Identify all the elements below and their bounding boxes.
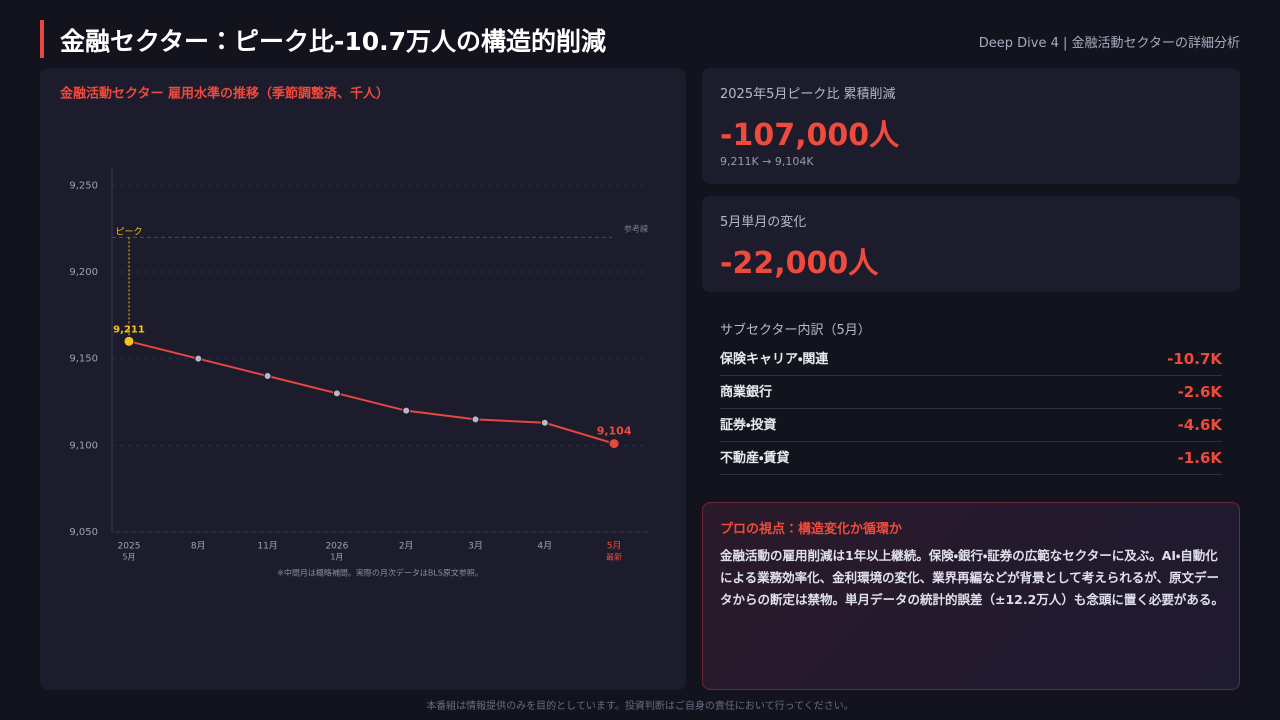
row-label: 証券・投資 xyxy=(720,418,777,433)
insight-title: プロの視点：構造変化か循環か xyxy=(720,522,903,537)
breakdown-row: 証券・投資 -4.6K xyxy=(720,409,1222,442)
row-value: -4.6K xyxy=(1177,416,1222,434)
card-label: 2025年5月ピーク比 累積削減 xyxy=(720,87,896,102)
card xyxy=(702,68,1240,184)
x-tick-label: 4月 xyxy=(537,541,552,552)
footer: 本番組は情報提供のみを目的としています。投資判断はご自身の責任において行ってくだ… xyxy=(426,701,854,712)
insight-box xyxy=(702,502,1240,690)
x-tick-label: 3月 xyxy=(468,541,483,552)
card-label: 5月単月の変化 xyxy=(720,215,807,230)
reference-label: 参考線 xyxy=(624,223,648,233)
data-point xyxy=(402,406,411,415)
row-value: -1.6K xyxy=(1177,449,1222,467)
breakdown-row: 商業銀行 -2.6K xyxy=(720,376,1222,409)
row-label: 不動産・賃貸 xyxy=(720,451,790,466)
x-tick-label: 8月 xyxy=(191,541,206,552)
annotation: 9,211 xyxy=(113,324,145,335)
y-tick-label: 9,250 xyxy=(69,180,98,191)
x-tick-label: 5月 xyxy=(122,553,135,562)
data-point xyxy=(123,335,135,347)
card-detail: 9,211K → 9,104K xyxy=(720,155,814,168)
card-value: -22,000人 xyxy=(720,246,879,281)
x-tick-label: 最新 xyxy=(606,553,622,562)
data-point xyxy=(194,354,203,363)
row-label: 商業銀行 xyxy=(720,385,773,400)
page-title: 金融セクター：ピーク比-10.7万人の構造的削減 xyxy=(60,27,607,56)
data-point xyxy=(540,418,549,427)
breakdown-row: 不動産・賃貸 -1.6K xyxy=(720,442,1222,475)
row-value: -2.6K xyxy=(1177,383,1222,401)
y-tick-label: 9,050 xyxy=(69,527,98,538)
annotation: ピーク xyxy=(115,226,142,237)
chart: 金融活動セクター 雇用水準の推移（季節調整済、千人） ※中間月は概略補間。実際の… xyxy=(60,86,648,578)
y-tick-label: 9,200 xyxy=(69,267,98,278)
y-tick-label: 9,100 xyxy=(69,440,98,451)
chart-panel xyxy=(40,68,686,690)
data-point xyxy=(332,389,341,398)
data-point xyxy=(263,372,272,380)
insight-body: 金融活動の雇用削減は1年以上継続。保険・銀行・証券の広範なセクターに及ぶ。AI・… xyxy=(720,548,1224,607)
row-value: -10.7K xyxy=(1167,350,1222,368)
page-subtitle: Deep Dive 4 | 金融活動セクターの詳細分析 xyxy=(978,36,1240,51)
annotation: 9,104 xyxy=(597,425,632,438)
card-value: -107,000人 xyxy=(720,118,900,153)
chart-note: ※中間月は概略補間。実際の月次データはBLS原文参照。 xyxy=(277,568,483,578)
x-tick-label: 2月 xyxy=(399,541,414,552)
x-tick-label: 2026 xyxy=(325,542,348,552)
breakdown-row: 保険キャリア・関連 -10.7K xyxy=(720,343,1222,376)
chart-title: 金融活動セクター 雇用水準の推移（季節調整済、千人） xyxy=(60,86,389,102)
card xyxy=(702,196,1240,292)
data-line xyxy=(128,340,615,445)
x-tick-label: 1月 xyxy=(330,553,343,562)
x-tick-label: 2025 xyxy=(118,542,141,552)
x-tick-label: 11月 xyxy=(257,541,277,552)
accent-bar xyxy=(40,20,44,58)
y-tick-label: 9,150 xyxy=(69,354,98,365)
data-point xyxy=(608,438,620,450)
data-point xyxy=(471,415,480,424)
x-tick-label: 5月 xyxy=(607,541,622,552)
breakdown-title: サブセクター内訳（5月） xyxy=(720,323,871,338)
row-label: 保険キャリア・関連 xyxy=(720,352,829,367)
